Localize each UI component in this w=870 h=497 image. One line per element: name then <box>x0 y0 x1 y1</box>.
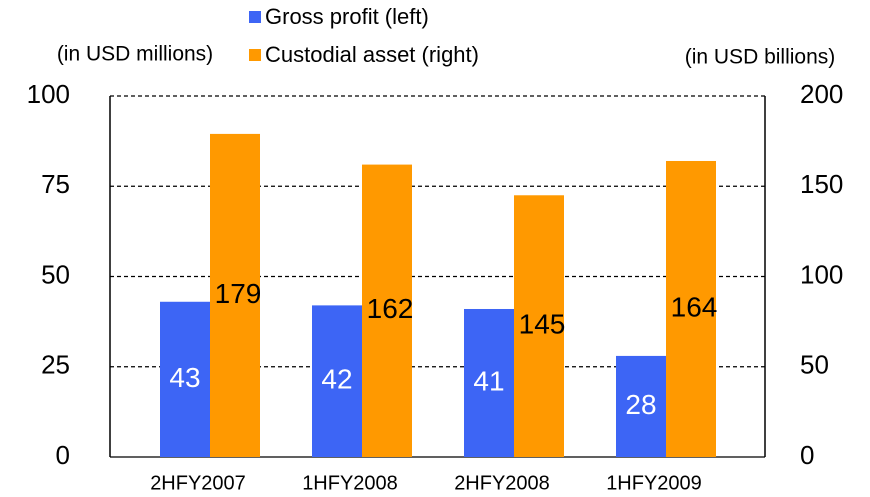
bar <box>362 164 412 457</box>
data-label: 145 <box>519 309 566 340</box>
data-label: 28 <box>625 389 656 420</box>
bar <box>210 133 260 457</box>
data-label: 179 <box>215 278 262 309</box>
y2-tick-label: 50 <box>800 350 829 380</box>
y2-axis-label: (in USD billions) <box>685 46 836 69</box>
x-tick-label: 2HFY2007 <box>150 472 246 494</box>
data-label: 41 <box>473 365 504 396</box>
bar <box>464 308 514 457</box>
bar <box>160 301 210 457</box>
y-tick-label: 100 <box>27 79 70 109</box>
data-label: 43 <box>169 362 200 393</box>
bar <box>514 195 564 457</box>
bar <box>616 355 666 457</box>
data-label: 42 <box>321 364 352 395</box>
data-label: 164 <box>671 291 718 322</box>
x-tick-label: 1HFY2009 <box>606 472 702 494</box>
y2-tick-label: 0 <box>800 440 814 470</box>
bar <box>312 305 362 457</box>
y-tick-label: 75 <box>41 169 70 199</box>
legend-swatch <box>249 49 261 61</box>
legend-label: Gross profit (left) <box>265 4 429 29</box>
y-tick-label: 50 <box>41 259 70 289</box>
x-tick-label: 2HFY2008 <box>454 472 550 494</box>
y2-tick-label: 100 <box>800 259 843 289</box>
legend-label: Custodial asset (right) <box>265 42 479 67</box>
y-tick-label: 25 <box>41 350 70 380</box>
bar <box>666 160 716 458</box>
y2-tick-label: 200 <box>800 79 843 109</box>
legend-swatch <box>249 11 261 23</box>
y-tick-label: 0 <box>56 440 70 470</box>
data-label: 162 <box>367 293 414 324</box>
y2-tick-label: 150 <box>800 169 843 199</box>
x-tick-label: 1HFY2008 <box>302 472 398 494</box>
y-axis-label: (in USD millions) <box>57 43 213 66</box>
